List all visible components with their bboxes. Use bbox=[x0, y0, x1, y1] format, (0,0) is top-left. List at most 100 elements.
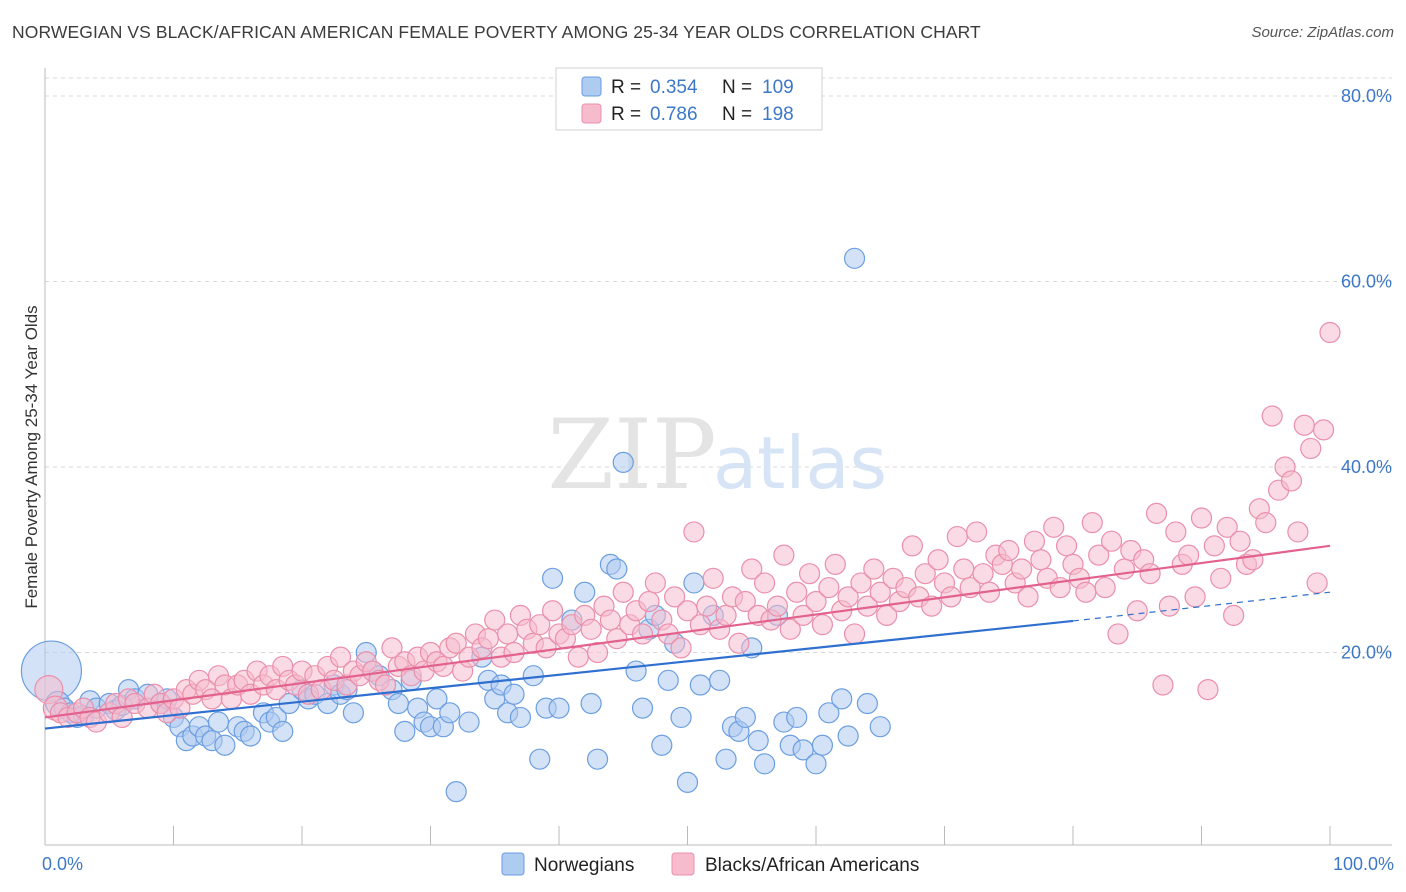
point-black-111 bbox=[766, 595, 789, 617]
point-black-96 bbox=[670, 637, 692, 659]
point-norwegian-73 bbox=[606, 558, 628, 580]
point-black-179 bbox=[1203, 535, 1225, 557]
point-black-116 bbox=[798, 563, 821, 585]
point-black-120 bbox=[824, 553, 846, 575]
point-black-51 bbox=[381, 637, 403, 659]
point-norwegian-76 bbox=[631, 697, 654, 719]
point-black-149 bbox=[1010, 558, 1033, 580]
point-norwegian-104 bbox=[837, 725, 859, 747]
point-black-113 bbox=[779, 618, 801, 640]
point-norwegian-54 bbox=[445, 781, 467, 803]
point-black-152 bbox=[1030, 549, 1052, 571]
legend: R = 0.354 N = 109 R = 0.786 N = 198 bbox=[555, 67, 823, 131]
point-norwegian-46 bbox=[394, 720, 416, 742]
point-black-164 bbox=[1107, 623, 1129, 645]
point-black-124 bbox=[850, 572, 872, 594]
point-black-167 bbox=[1126, 600, 1148, 622]
point-black-191 bbox=[1280, 470, 1303, 492]
point-black-178 bbox=[1197, 678, 1219, 701]
point-black-119 bbox=[818, 576, 840, 599]
legend-n-value-2: 198 bbox=[762, 104, 794, 125]
y-tick-label-3: 80.0% bbox=[1341, 86, 1392, 106]
point-black-188 bbox=[1261, 405, 1283, 427]
legend-r-label-2: R = bbox=[611, 104, 641, 125]
point-black-123 bbox=[843, 623, 866, 645]
point-norwegian-45 bbox=[387, 692, 409, 715]
trendline-norwegians bbox=[44, 619, 1074, 730]
chart-title: NORWEGIAN VS BLACK/AFRICAN AMERICAN FEMA… bbox=[12, 22, 981, 42]
point-black-43 bbox=[329, 646, 352, 668]
point-black-171 bbox=[1152, 674, 1174, 696]
point-norwegian-83 bbox=[676, 771, 699, 793]
point-black-194 bbox=[1300, 437, 1322, 460]
source-label: Source: ZipAtlas.com bbox=[1251, 24, 1394, 41]
point-black-187 bbox=[1255, 512, 1277, 534]
legend-n-label-1: N = bbox=[722, 77, 752, 98]
point-norwegian-79 bbox=[651, 734, 673, 756]
legend-swatch-blue bbox=[581, 76, 602, 97]
points-blacks bbox=[34, 321, 1341, 733]
y-tick-label-0: 20.0% bbox=[1341, 643, 1392, 663]
point-black-74 bbox=[529, 614, 551, 636]
point-norwegian-55 bbox=[458, 711, 480, 733]
y-tick-label-2: 60.0% bbox=[1341, 272, 1392, 292]
point-norwegian-94 bbox=[753, 753, 776, 775]
bottom-legend-blacks: Blacks/African Americans bbox=[705, 855, 919, 876]
point-black-154 bbox=[1043, 516, 1065, 538]
y-tick-label-1: 40.0% bbox=[1341, 457, 1392, 477]
legend-n-value-1: 109 bbox=[762, 77, 794, 98]
point-black-177 bbox=[1190, 507, 1213, 529]
point-black-103 bbox=[715, 604, 737, 627]
point-norwegian-93 bbox=[747, 730, 769, 752]
point-black-66 bbox=[477, 627, 499, 650]
point-black-197 bbox=[1319, 321, 1341, 344]
point-black-61 bbox=[445, 632, 467, 654]
point-black-163 bbox=[1100, 530, 1123, 552]
bottom-legend-swatch-blue bbox=[501, 852, 525, 876]
point-black-135 bbox=[921, 595, 943, 617]
watermark-atlas: atlas bbox=[713, 421, 887, 505]
axes bbox=[44, 68, 1392, 846]
point-black-126 bbox=[863, 558, 885, 580]
point-black-147 bbox=[998, 539, 1020, 562]
point-black-176 bbox=[1184, 586, 1206, 608]
point-norwegian-87 bbox=[709, 669, 731, 691]
point-norwegian-88 bbox=[715, 748, 737, 770]
point-black-195 bbox=[1306, 572, 1328, 594]
point-black-101 bbox=[702, 567, 724, 589]
point-norwegian-70 bbox=[580, 692, 602, 715]
bottom-legend-norwegians: Norwegians bbox=[534, 855, 634, 876]
point-black-69 bbox=[497, 623, 519, 645]
point-black-76 bbox=[541, 600, 564, 622]
point-black-114 bbox=[786, 581, 808, 603]
legend-r-value-1: 0.354 bbox=[650, 77, 698, 98]
point-norwegian-98 bbox=[786, 706, 808, 729]
point-black-136 bbox=[927, 549, 949, 571]
point-norwegian-62 bbox=[509, 706, 532, 729]
point-black-143 bbox=[972, 563, 994, 585]
x-tick-label-min: 0.0% bbox=[42, 854, 83, 874]
point-black-75 bbox=[535, 637, 557, 659]
point-black-173 bbox=[1165, 521, 1187, 543]
point-black-112 bbox=[773, 544, 795, 566]
point-norwegian-103 bbox=[831, 688, 853, 710]
point-norwegian-91 bbox=[734, 706, 756, 729]
bottom-legend-swatch-pink bbox=[671, 852, 695, 876]
point-norwegian-61 bbox=[503, 683, 525, 705]
point-black-92 bbox=[644, 572, 666, 594]
point-norwegian-100 bbox=[805, 753, 827, 775]
point-black-50 bbox=[374, 674, 397, 696]
point-norwegian-53 bbox=[439, 702, 461, 724]
point-black-87 bbox=[612, 581, 634, 603]
point-norwegian-102 bbox=[818, 702, 840, 724]
point-black-86 bbox=[606, 627, 628, 650]
point-norwegian-107 bbox=[869, 716, 891, 738]
point-black-85 bbox=[599, 609, 622, 631]
point-black-156 bbox=[1055, 535, 1078, 557]
point-black-181 bbox=[1216, 516, 1238, 538]
point-norwegian-31 bbox=[272, 720, 294, 742]
point-black-132 bbox=[901, 535, 923, 557]
point-black-169 bbox=[1139, 563, 1161, 585]
legend-swatch-pink bbox=[581, 103, 602, 124]
